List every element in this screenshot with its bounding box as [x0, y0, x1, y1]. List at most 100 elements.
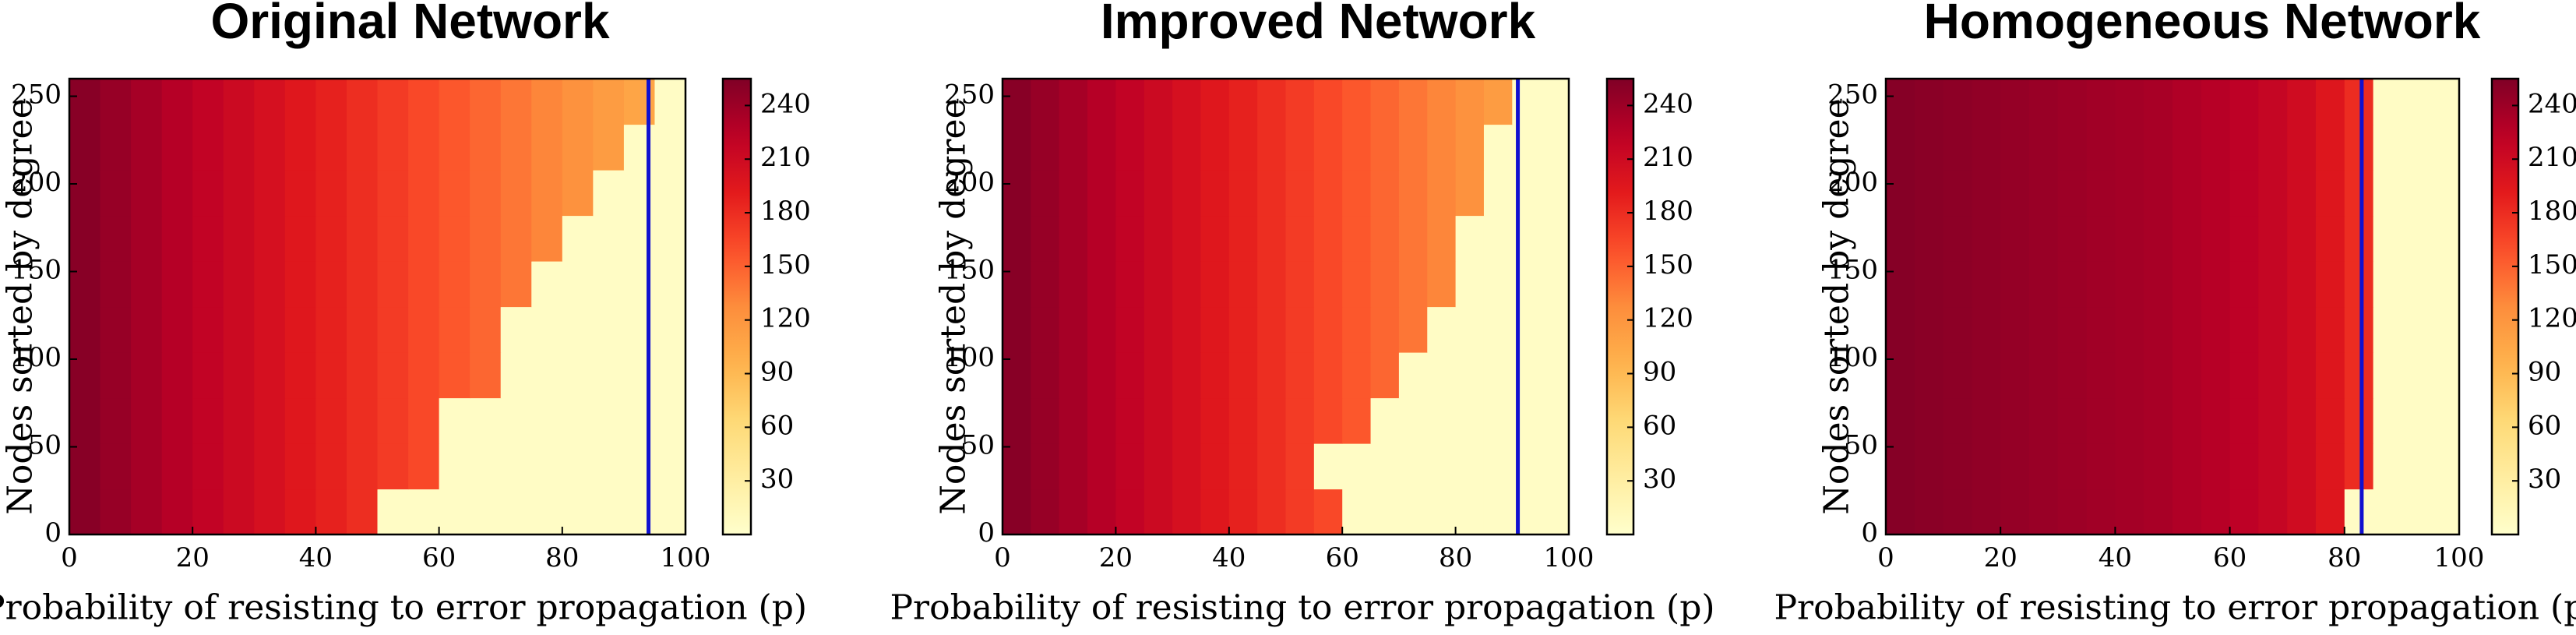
heatmap-cell: [1483, 352, 1513, 399]
heatmap-cell: [1200, 170, 1230, 217]
heatmap-cell: [100, 170, 132, 217]
heatmap-cell: [2430, 170, 2460, 217]
heatmap-cell: [346, 489, 379, 535]
y-tick-label: 200: [11, 167, 62, 198]
x-tick-label: 20: [1099, 542, 1133, 573]
heatmap-cell: [439, 397, 470, 444]
heatmap-cell: [1370, 443, 1400, 490]
heatmap-cell: [254, 170, 286, 217]
heatmap-cell: [1285, 489, 1315, 535]
heatmap-cell: [1886, 215, 1915, 262]
heatmap-cell: [2173, 489, 2202, 535]
heatmap-cell: [1483, 261, 1513, 308]
heatmap-cell: [408, 261, 440, 308]
heatmap-cell: [192, 215, 224, 262]
heatmap-cell: [131, 79, 163, 125]
heatmap-cell: [1914, 443, 1944, 490]
heatmap-cell: [1115, 170, 1145, 217]
heatmap-cell: [654, 215, 686, 262]
x-tick-label: 40: [1212, 542, 1246, 573]
heatmap-cell: [346, 352, 379, 399]
colorbar-tick-label: 90: [1643, 357, 1676, 388]
x-tick-label: 80: [1439, 542, 1472, 573]
heatmap-cell: [2344, 489, 2374, 535]
heatmap-cell: [654, 124, 686, 171]
heatmap-cell: [161, 124, 193, 171]
colorbar-tick-label: 240: [2528, 88, 2576, 119]
heatmap-cell: [192, 443, 224, 490]
heatmap-cell: [1886, 124, 1915, 171]
heatmap-cell: [2029, 397, 2059, 444]
heatmap-cell: [2173, 397, 2202, 444]
heatmap-cell: [593, 215, 625, 262]
heatmap-cell: [2373, 124, 2402, 171]
heatmap-cell: [2201, 443, 2231, 490]
heatmap-cell: [315, 489, 347, 535]
colorbar-tick-label: 240: [1643, 88, 1693, 119]
heatmap-cell: [2000, 443, 2030, 490]
heatmap-cell: [2402, 215, 2431, 262]
heatmap-cell: [69, 443, 101, 490]
heatmap-cell: [2173, 215, 2202, 262]
heatmap-cell: [1886, 261, 1915, 308]
heatmap-cell: [562, 352, 594, 399]
heatmap-cell: [1540, 489, 1570, 535]
heatmap-cell: [1972, 443, 2001, 490]
colorbar-tick-label: 60: [2528, 410, 2561, 441]
heatmap-cell: [1943, 397, 1972, 444]
heatmap-cell: [346, 170, 379, 217]
heatmap-cell: [1115, 306, 1145, 353]
heatmap-cell: [1398, 124, 1428, 171]
heatmap-cell: [593, 443, 625, 490]
heatmap-cell: [1914, 124, 1944, 171]
heatmap-cell: [100, 215, 132, 262]
heatmap-cell: [2029, 215, 2059, 262]
heatmap-cell: [1455, 306, 1485, 353]
heatmap-cell: [2144, 306, 2173, 353]
y-tick-label: 0: [978, 517, 995, 549]
heatmap-cell: [223, 79, 255, 125]
heatmap-cell: [1115, 215, 1145, 262]
heatmap-cell: [2029, 170, 2059, 217]
heatmap-cell: [439, 489, 470, 535]
heatmap-cell: [1342, 124, 1372, 171]
heatmap-cell: [1427, 170, 1457, 217]
heatmap-cell: [2229, 79, 2259, 125]
heatmap-cell: [408, 306, 440, 353]
heatmap-cell: [1172, 261, 1202, 308]
heatmap-cell: [1972, 306, 2001, 353]
heatmap-cell: [2057, 489, 2088, 535]
heatmap-cell: [2430, 215, 2460, 262]
heatmap-cell: [2373, 261, 2402, 308]
heatmap-cell: [1003, 79, 1031, 125]
heatmap-cell: [1313, 215, 1343, 262]
heatmap-cell: [408, 443, 440, 490]
heatmap-cell: [1031, 79, 1060, 125]
heatmap-cell: [2430, 489, 2460, 535]
heatmap-cell: [2287, 306, 2317, 353]
heatmap-cell: [2086, 443, 2116, 490]
heatmap-cell: [69, 170, 101, 217]
heatmap-cell: [2344, 397, 2374, 444]
heatmap-cell: [2144, 261, 2173, 308]
heatmap-cell: [1031, 352, 1060, 399]
heatmap-cell: [284, 215, 316, 262]
heatmap-cell: [377, 215, 409, 262]
heatmap-cell: [500, 79, 532, 125]
heatmap-cell: [1313, 352, 1343, 399]
heatmap-cell: [500, 489, 532, 535]
heatmap-cell: [1540, 79, 1570, 125]
heatmap-cell: [284, 397, 316, 444]
heatmap-cell: [1914, 170, 1944, 217]
heatmap-cell: [2430, 124, 2460, 171]
colorbar: [1605, 77, 1635, 536]
heatmap-cell: [2287, 215, 2317, 262]
heatmap-cell: [2173, 170, 2202, 217]
heatmap-cell: [2373, 352, 2402, 399]
heatmap-cell: [1483, 124, 1513, 171]
heatmap-cell: [1003, 124, 1031, 171]
heatmap-cell: [2402, 306, 2431, 353]
heatmap-cell: [2201, 215, 2231, 262]
heatmap-cell: [2402, 170, 2431, 217]
heatmap-cell: [192, 397, 224, 444]
